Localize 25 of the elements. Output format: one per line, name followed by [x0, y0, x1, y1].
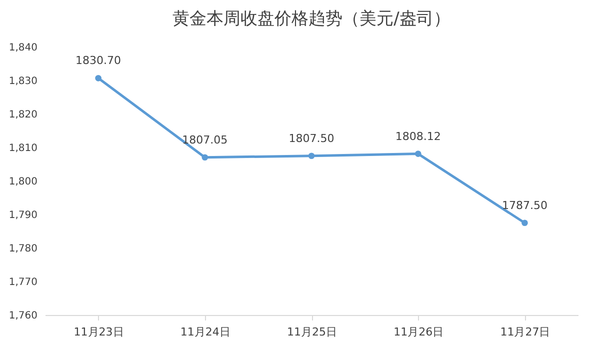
y-tick-label: 1,790 [8, 210, 38, 221]
x-tick-label: 11月26日 [394, 326, 444, 338]
data-label: 1807.05 [182, 133, 228, 146]
point [414, 150, 422, 157]
x-tick-label: 11月25日 [287, 326, 337, 338]
point [202, 154, 208, 161]
data-label: 1830.70 [76, 54, 122, 68]
y-tick-label: 1,840 [8, 42, 38, 54]
y-tick-label: 1,810 [8, 143, 38, 154]
y-tick-label: 1,770 [8, 277, 38, 288]
data-label: 1807.50 [288, 132, 334, 145]
point [308, 152, 315, 160]
point [522, 220, 528, 226]
y-tick-label: 1,830 [8, 76, 38, 87]
point [95, 75, 102, 82]
y-tick-label: 1,800 [8, 176, 38, 188]
data-label: 1808.12 [395, 130, 441, 143]
x-tick-label: 11月24日 [180, 326, 230, 338]
y-tick-label: 1,760 [8, 310, 38, 322]
y-tick-label: 1,780 [8, 244, 38, 254]
y-tick-label: 1,820 [8, 110, 38, 120]
data-label: 1787.50 [502, 198, 548, 212]
x-tick-label: 11月23日 [74, 326, 124, 338]
chart-title: 黄金本周收盘价格趋势（美元/盎司） [172, 9, 450, 29]
x-tick-label: 11月27日 [500, 326, 550, 338]
